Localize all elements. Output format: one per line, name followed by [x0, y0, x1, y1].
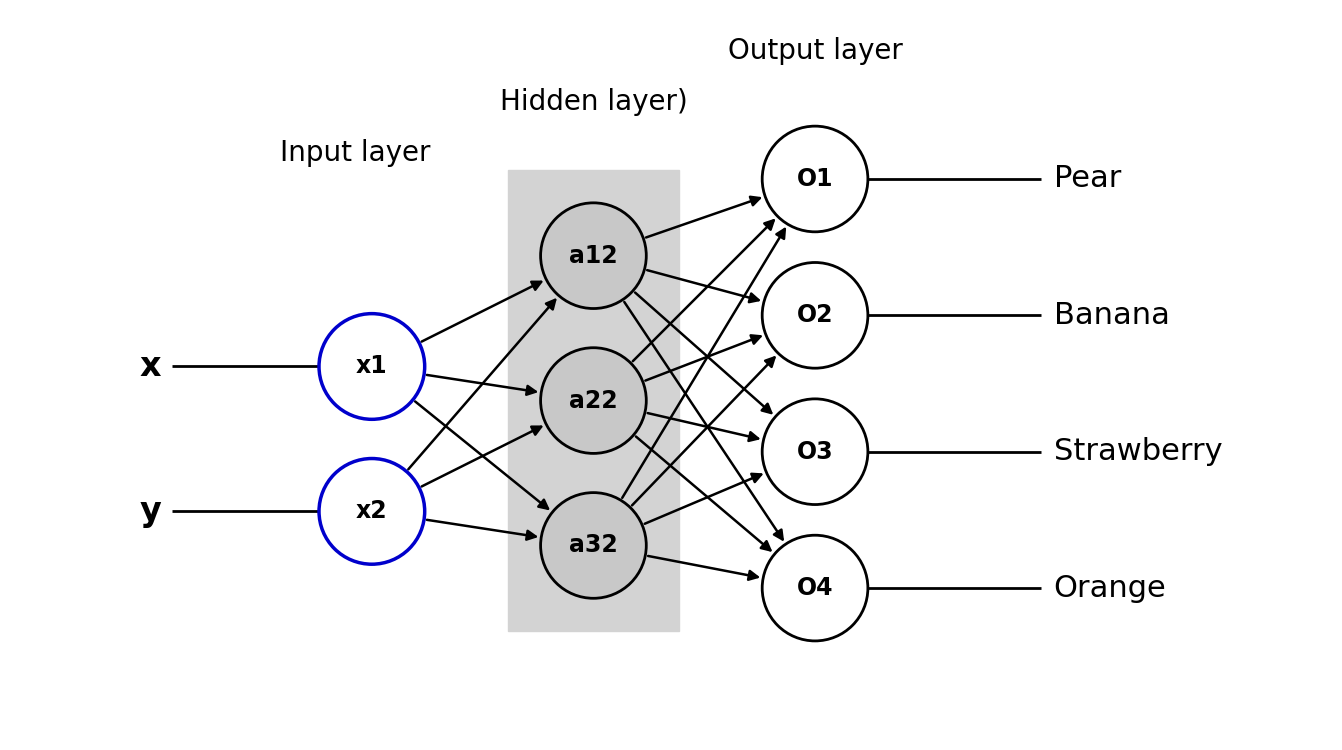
- Text: a22: a22: [569, 388, 617, 412]
- Text: O2: O2: [797, 303, 833, 327]
- Text: a32: a32: [569, 533, 617, 557]
- Circle shape: [541, 348, 647, 454]
- Circle shape: [319, 314, 424, 419]
- Text: Banana: Banana: [1053, 301, 1169, 330]
- Text: Strawberry: Strawberry: [1053, 437, 1223, 466]
- Circle shape: [762, 262, 868, 368]
- Circle shape: [319, 458, 424, 564]
- Text: a12: a12: [569, 244, 617, 268]
- Circle shape: [762, 536, 868, 641]
- Circle shape: [541, 493, 647, 598]
- Circle shape: [762, 399, 868, 505]
- Text: O3: O3: [797, 440, 833, 464]
- Text: O1: O1: [797, 167, 833, 191]
- Text: x: x: [140, 350, 161, 383]
- Text: Output layer: Output layer: [727, 38, 902, 65]
- Circle shape: [541, 202, 647, 308]
- Text: Input layer: Input layer: [279, 140, 429, 167]
- Text: x2: x2: [356, 500, 388, 523]
- Text: x1: x1: [356, 355, 388, 379]
- Text: O4: O4: [797, 576, 833, 600]
- Text: Orange: Orange: [1053, 574, 1166, 602]
- Circle shape: [762, 126, 868, 232]
- Text: y: y: [140, 495, 161, 528]
- Text: Pear: Pear: [1053, 164, 1121, 194]
- Text: Hidden layer): Hidden layer): [499, 88, 687, 116]
- Bar: [509, 170, 679, 631]
